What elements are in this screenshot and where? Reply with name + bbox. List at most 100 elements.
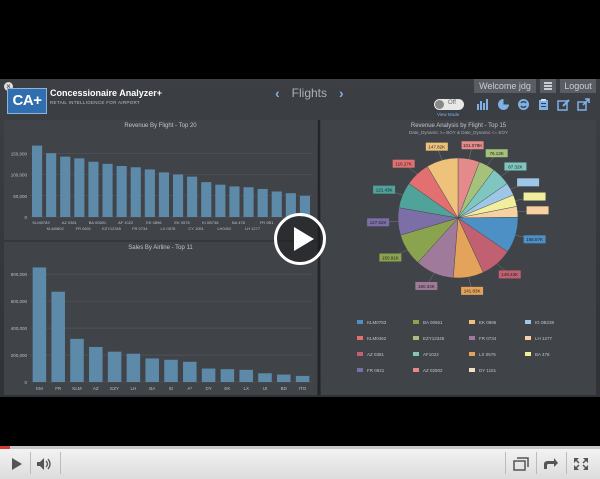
clipboard-icon[interactable] <box>537 98 550 111</box>
volume-icon[interactable] <box>36 457 54 473</box>
x-tick-label: KLM <box>72 386 82 391</box>
legend-label: AZ 0381 <box>367 352 385 357</box>
slice-label-box <box>485 149 508 158</box>
bar <box>299 195 311 217</box>
slice-label-box <box>425 142 448 151</box>
fullscreen-window-icon[interactable] <box>513 457 529 473</box>
x-tick-label: EK 0896 <box>146 220 162 225</box>
x-tick-label: EZY12345 <box>102 226 122 231</box>
bar <box>257 188 268 217</box>
slice-label-box <box>526 206 549 215</box>
top-bar: × CA+ Concessionaire Analyzer+ RETAIL IN… <box>0 79 600 119</box>
control-separator <box>536 452 537 474</box>
play-icon <box>294 227 314 251</box>
bar <box>51 291 65 382</box>
legend-swatch <box>469 320 475 324</box>
slice-label-box <box>379 253 402 262</box>
legend-label: DY 1151 <box>479 368 497 373</box>
legend-swatch <box>525 352 531 356</box>
close-icon[interactable]: × <box>4 82 13 91</box>
toggle-knob <box>435 100 444 109</box>
nav-prev-button[interactable]: ‹ <box>275 85 280 101</box>
legend-swatch <box>357 336 363 340</box>
panel-subtitle: Date_Dynamic >= BOY & Date_Dynamic <= EO… <box>409 130 508 135</box>
sales-by-airline-chart: 0 200,000 400,000 600,000 800,000 KM FR KLM AZ EZ… <box>11 267 312 391</box>
legend-label: AF1022 <box>423 352 439 357</box>
y-tick-label: 800,000 <box>11 272 28 277</box>
y-tick-label: 50,000 <box>13 194 27 199</box>
x-tick-label: EK <box>224 386 230 391</box>
slice-label-box <box>367 218 390 227</box>
slice-label: 101.078K <box>463 143 482 148</box>
panel-title: Revenue By Flight - Top 20 <box>124 123 197 129</box>
share-icon[interactable] <box>543 457 559 473</box>
bar <box>164 359 178 382</box>
bar <box>102 163 113 217</box>
progress-fill <box>0 446 11 449</box>
edit-icon[interactable] <box>557 98 570 111</box>
expand-icon[interactable] <box>573 457 589 473</box>
panel-divider <box>318 120 320 395</box>
nav-next-button[interactable]: › <box>339 85 344 101</box>
menu-grid-button[interactable] <box>540 79 556 93</box>
slice-label-box <box>504 162 527 171</box>
x-tick-label: KM <box>36 386 43 391</box>
pie-slice <box>427 157 459 219</box>
x-tick-label: DY <box>205 386 211 391</box>
x-tick-label: FR <box>55 386 62 391</box>
y-tick-label: 150,000 <box>11 151 28 156</box>
revenue-analysis-pie: 101.078K 76.13K 87.32K 168.57K 148.43K 141.83… <box>357 141 555 373</box>
bar <box>32 267 47 382</box>
x-tick-label: AZ <box>93 386 99 391</box>
app-name: Concessionaire Analyzer+ <box>50 88 162 98</box>
x-tick-label: EK 0576 <box>174 220 190 225</box>
slice-label-box <box>392 159 415 168</box>
menu-line-icon <box>544 82 552 84</box>
bar <box>229 186 240 217</box>
bar <box>46 153 57 217</box>
x-tick-label: LX <box>243 386 249 391</box>
bar <box>130 167 141 217</box>
bar <box>201 182 212 217</box>
logout-button[interactable]: Logout <box>560 79 596 93</box>
legend-label: BA 478 <box>535 352 550 357</box>
slice-label: 127.52K <box>370 220 387 225</box>
play-overlay-button[interactable] <box>274 213 326 265</box>
legend-label: LX 0576 <box>479 352 496 357</box>
app-tagline: RETAIL INTELLIGENCE FOR AIRPORT <box>50 100 140 105</box>
x-tick-label: KLM0802 <box>47 226 65 231</box>
pie-chart-icon[interactable] <box>497 98 510 111</box>
video-progress-bar[interactable] <box>0 446 600 449</box>
slice-label: 147.82K <box>428 144 445 149</box>
menu-line-icon <box>544 85 552 87</box>
welcome-label: Welcome jdg <box>474 79 536 93</box>
bar <box>183 361 197 382</box>
view-mode-toggle[interactable]: Off <box>434 99 464 110</box>
legend-swatch <box>413 352 419 356</box>
page-title: Flights <box>291 86 328 100</box>
control-separator <box>30 452 31 474</box>
bar-chart-icon[interactable] <box>476 98 489 111</box>
slice-label: 87.32K <box>508 164 522 169</box>
export-icon[interactable] <box>577 98 590 111</box>
slice-label-box <box>461 286 484 295</box>
legend-label: BA 00651 <box>423 320 443 325</box>
revenue-by-flight-chart: 0 50,000 100,000 150,000 KLM0783 AZ 0381 BA 00… <box>11 145 312 231</box>
bar <box>158 172 170 217</box>
play-icon[interactable] <box>10 457 24 473</box>
x-tick-label: A* <box>187 386 192 391</box>
x-tick-label: FR 0601 <box>76 226 92 231</box>
legend-label: LH 1277 <box>535 336 553 341</box>
bar <box>144 169 155 217</box>
slice-label: 76.13K <box>490 151 504 156</box>
bar <box>89 346 103 382</box>
slice-label-box <box>415 281 438 290</box>
panel-title: Revenue Analysis by Flight - Top 15 <box>410 123 507 129</box>
bar <box>271 191 282 217</box>
x-tick-label: CY 1051 <box>188 226 204 231</box>
refresh-icon[interactable] <box>517 98 530 111</box>
bar <box>60 156 71 217</box>
legend-swatch <box>469 368 475 372</box>
legend-swatch <box>413 336 419 340</box>
bar <box>145 358 159 382</box>
